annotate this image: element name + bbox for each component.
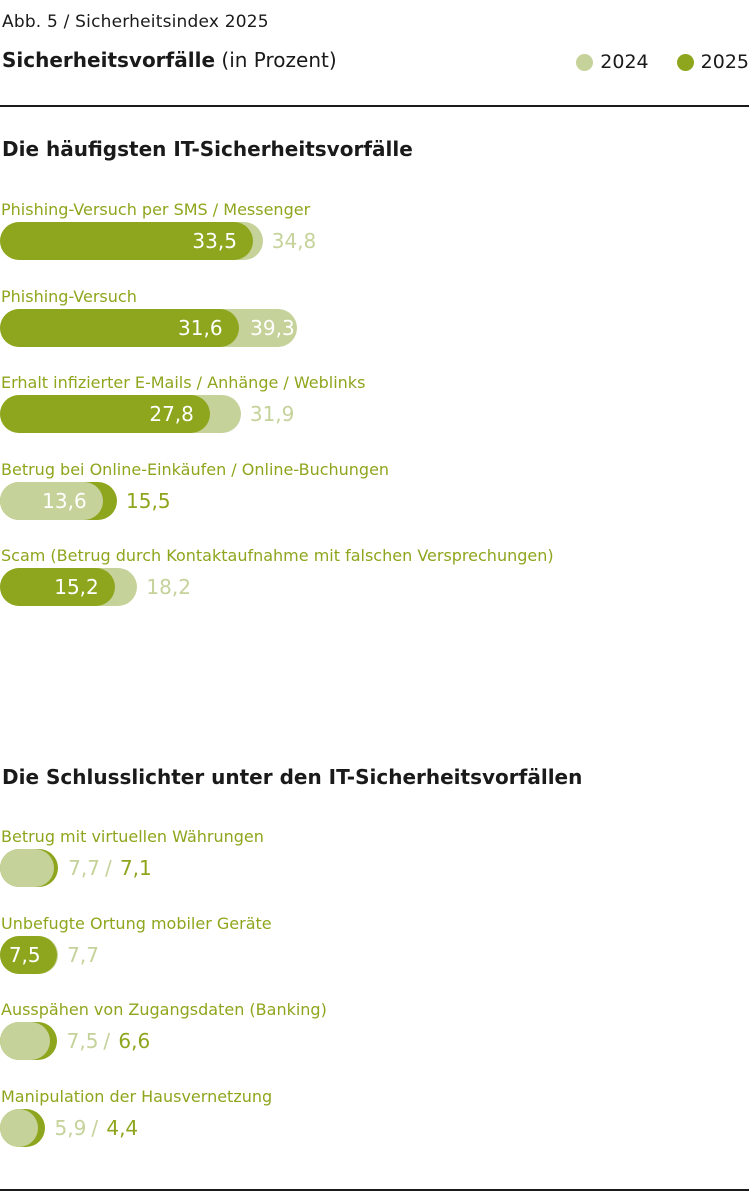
figure-label: Abb. 5 / Sicherheitsindex 2025 <box>2 12 269 32</box>
bar-value-2025: 27,8 <box>149 402 194 426</box>
bar-value-2025: 5,9 <box>54 1115 87 1140</box>
bar-value-2024: 6,6 <box>118 1029 151 1053</box>
bar-value-2024: 7,1 <box>119 856 152 880</box>
legend-item-2025: 2025 <box>676 51 749 73</box>
value-separator: / <box>103 1029 111 1053</box>
bar-2024 <box>0 849 54 887</box>
bottom-divider <box>0 1189 749 1191</box>
legend-label-2025: 2025 <box>700 51 749 73</box>
bar-value-2024: 7,7 <box>67 942 99 967</box>
bar-value-2024: 31,9 <box>249 402 295 426</box>
bar-2025 <box>0 308 239 347</box>
bar-value-2024: 18,2 <box>146 575 191 599</box>
legend-swatch-2025 <box>676 53 694 71</box>
top-divider <box>0 105 749 107</box>
bar-category-label: Betrug mit virtuellen Währungen <box>1 827 264 846</box>
bar-2025 <box>0 222 253 260</box>
bar-category-label: Phishing-Versuch <box>1 286 137 306</box>
legend-label-2024: 2024 <box>600 51 649 73</box>
chart-title: Sicherheitsvorfälle (in Prozent) <box>2 48 337 72</box>
bar-category-label: Betrug bei Online-Einkäufen / Online-Buc… <box>1 459 390 479</box>
chart-title-unit: (in Prozent) <box>221 48 337 72</box>
legend: 2024 2025 <box>548 51 749 73</box>
bar-value-2024: 39,3 <box>250 315 295 340</box>
bar-2024 <box>0 481 103 520</box>
section-title-bottom: Die Schlusslichter unter den IT-Sicherhe… <box>2 765 583 789</box>
legend-swatch-2024 <box>576 53 594 71</box>
bar-value-2025: 15,5 <box>126 488 171 513</box>
value-separator: / <box>91 1115 99 1140</box>
bar-value-2024: 34,8 <box>271 229 317 253</box>
bar-value-2024: 13,6 <box>42 488 87 513</box>
bar-2024 <box>0 1022 50 1060</box>
bar-value-2025: 7,5 <box>8 942 41 967</box>
bar-value-2025: 33,5 <box>192 229 237 253</box>
bar-2025 <box>0 395 210 433</box>
bar-value-2025: 31,6 <box>178 315 223 340</box>
section-title-top: Die häufigsten IT-Sicherheitsvorfälle <box>2 137 413 161</box>
legend-item-2024: 2024 <box>576 51 649 73</box>
value-separator: / <box>104 856 112 880</box>
bar-2025 <box>0 935 57 974</box>
bar-value-2025: 7,5 <box>66 1029 99 1053</box>
bar-value-2024: 4,4 <box>106 1115 139 1140</box>
bar-2025 <box>0 568 115 606</box>
chart-title-bold: Sicherheitsvorfälle <box>2 48 216 72</box>
bar-category-label: Unbefugte Ortung mobiler Geräte <box>1 913 272 933</box>
bar-category-label: Phishing-Versuch per SMS / Messenger <box>1 200 311 219</box>
bar-value-2025: 7,7 <box>68 856 100 880</box>
bar-category-label: Scam (Betrug durch Kontaktaufnahme mit f… <box>1 546 554 565</box>
bar-category-label: Manipulation der Hausvernetzung <box>1 1086 273 1106</box>
bar-2024 <box>0 1108 38 1147</box>
bar-category-label: Ausspähen von Zugangsdaten (Banking) <box>1 1000 327 1019</box>
bar-category-label: Erhalt infizierter E-Mails / Anhänge / W… <box>1 373 366 392</box>
bar-value-2025: 15,2 <box>54 575 99 599</box>
